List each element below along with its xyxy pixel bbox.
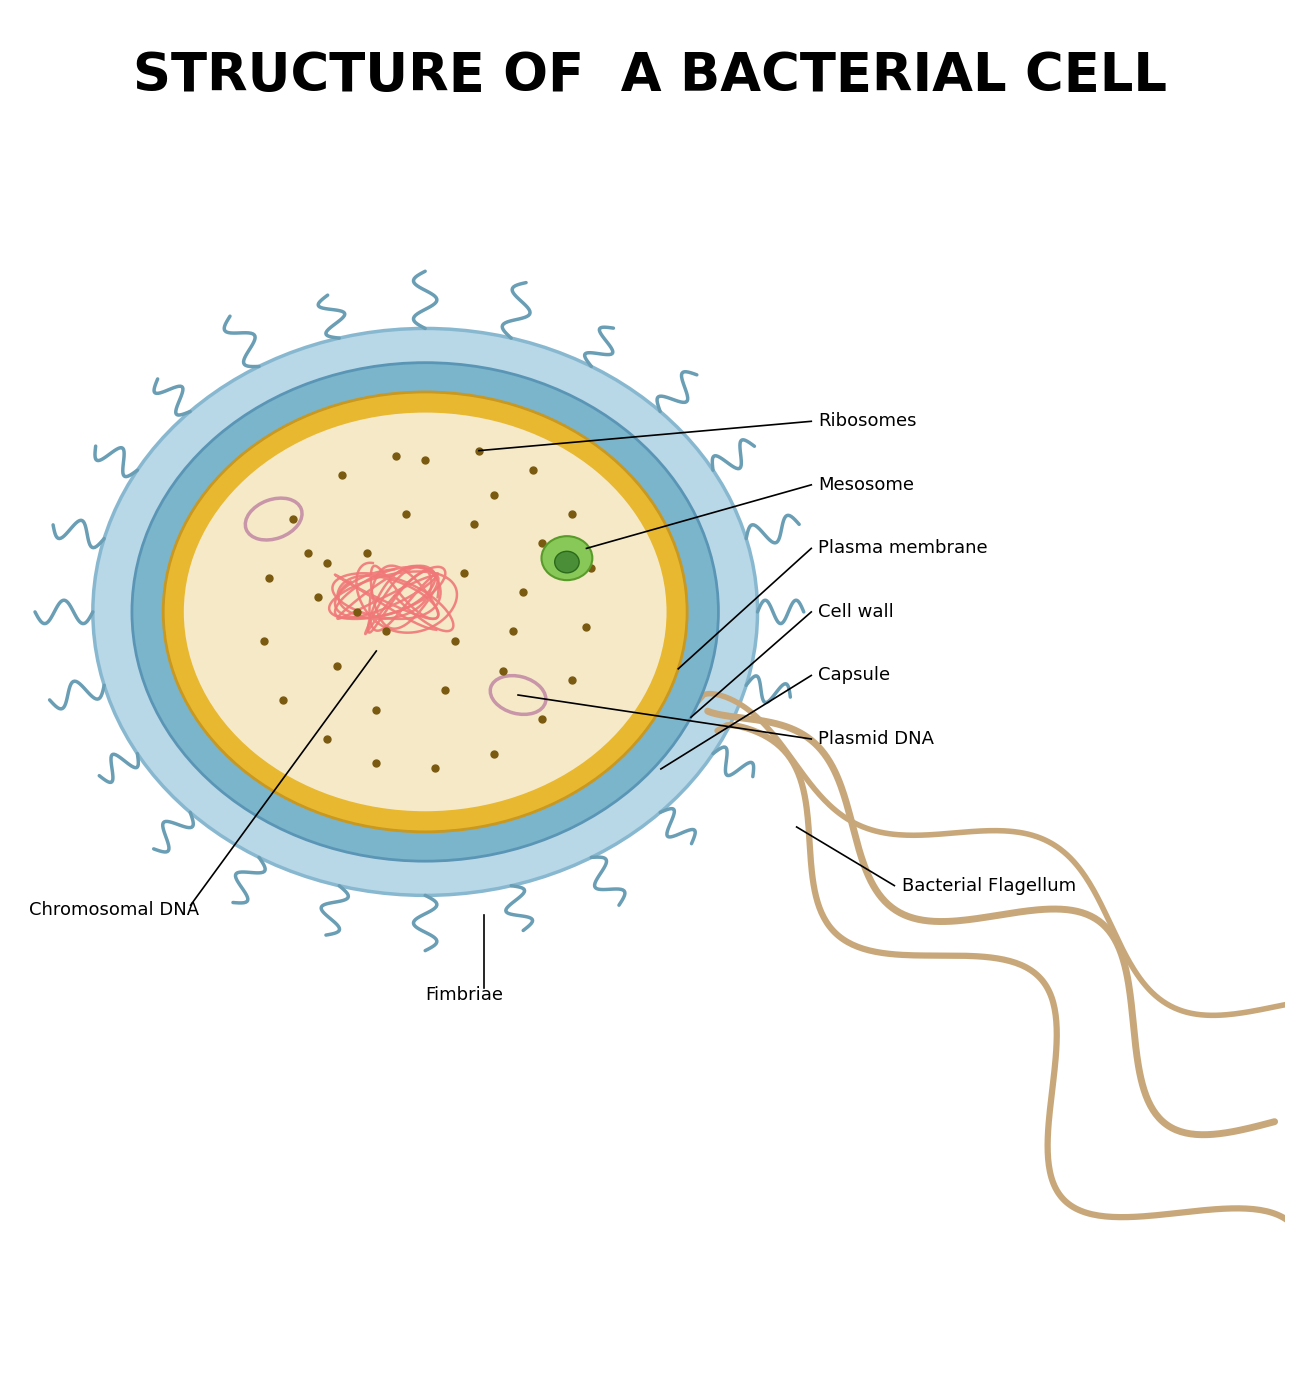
Text: Bacterial Flagellum: Bacterial Flagellum bbox=[902, 877, 1076, 895]
Ellipse shape bbox=[164, 392, 688, 831]
Text: Cell wall: Cell wall bbox=[818, 603, 894, 621]
Text: Mesosome: Mesosome bbox=[818, 475, 914, 493]
Ellipse shape bbox=[542, 537, 593, 580]
Ellipse shape bbox=[555, 552, 578, 573]
Ellipse shape bbox=[183, 411, 668, 812]
Text: Plasmid DNA: Plasmid DNA bbox=[818, 730, 935, 748]
Ellipse shape bbox=[92, 328, 758, 895]
Text: Plasma membrane: Plasma membrane bbox=[818, 539, 988, 557]
Text: Ribosomes: Ribosomes bbox=[818, 413, 916, 431]
Ellipse shape bbox=[131, 363, 719, 862]
Text: Chromosomal DNA: Chromosomal DNA bbox=[30, 901, 199, 919]
Text: Capsule: Capsule bbox=[818, 666, 891, 684]
Text: STRUCTURE OF  A BACTERIAL CELL: STRUCTURE OF A BACTERIAL CELL bbox=[133, 50, 1167, 101]
Text: Fimbriae: Fimbriae bbox=[425, 986, 503, 1004]
